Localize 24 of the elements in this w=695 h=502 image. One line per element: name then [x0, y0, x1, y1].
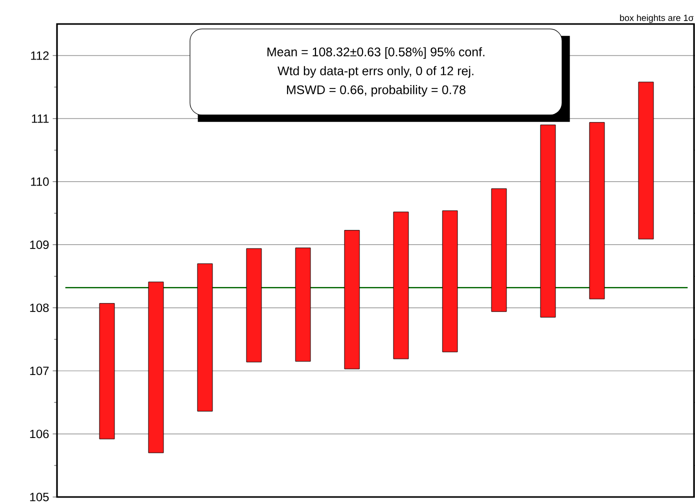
bar: [148, 282, 164, 454]
bar: [540, 124, 556, 318]
bar: [197, 263, 213, 412]
bar: [393, 212, 409, 360]
bar: [589, 122, 605, 300]
y-tick-label: 107: [30, 366, 49, 376]
bar: [295, 248, 311, 362]
annotation: MSWD = 0.66, probability = 0.78: [287, 85, 466, 97]
bar: [638, 82, 654, 240]
bar: [344, 230, 360, 370]
bar: [442, 210, 458, 352]
annotation: Wtd by data-pt errs only, 0 of 12 rej.: [278, 66, 474, 78]
bar: [99, 303, 115, 440]
y-tick-label: 112: [31, 51, 49, 60]
text: box heights are 1σ: [620, 14, 694, 23]
y-tick-label: 105: [30, 492, 49, 502]
bar: [246, 248, 262, 362]
y-tick-label: 110: [31, 177, 49, 186]
y-tick-label: 109: [30, 240, 49, 249]
y-tick-label: 111: [32, 114, 49, 123]
annotation: Mean = 108.32±0.63 [0.58%] 95% conf.: [267, 47, 484, 59]
bar: [491, 188, 507, 312]
y-tick-label: 108: [30, 304, 49, 312]
y-tick-label: 106: [30, 430, 49, 438]
